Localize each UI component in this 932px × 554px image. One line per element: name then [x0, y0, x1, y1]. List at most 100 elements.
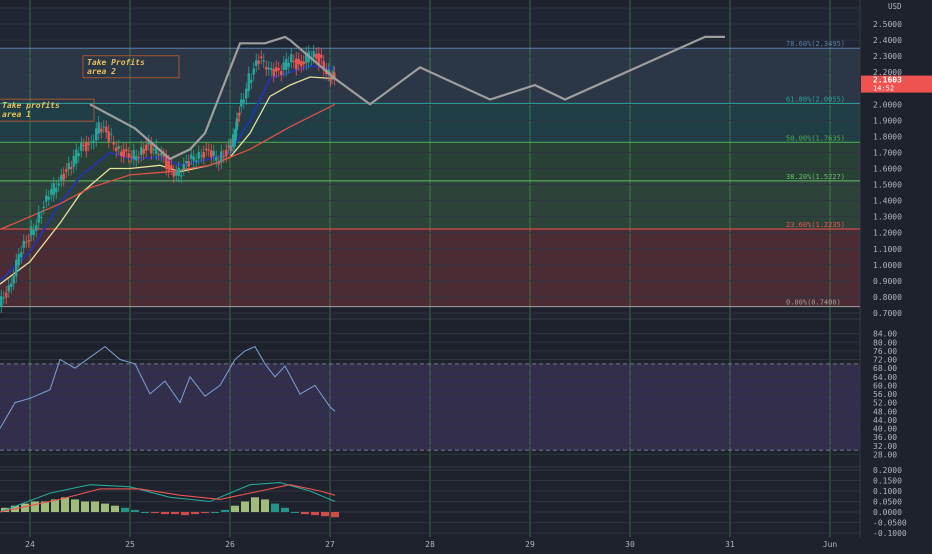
- hist-line-signal: [0, 484, 336, 513]
- candle-body: [240, 99, 243, 107]
- candle-body: [72, 156, 75, 167]
- candle-body: [42, 206, 45, 208]
- candle-body: [317, 53, 320, 65]
- osc-tick-label: 84.00: [873, 330, 897, 339]
- candle-body: [145, 144, 148, 151]
- price-tick-label: 0.9000: [873, 277, 902, 286]
- candle-body: [75, 149, 78, 164]
- candle-body: [127, 153, 130, 158]
- candle-body: [312, 51, 315, 58]
- candle-body: [10, 283, 13, 288]
- series-ema-fast: [0, 64, 336, 282]
- price-tick-label: 2.2000: [873, 68, 902, 77]
- osc-tick-label: 52.00: [873, 399, 897, 408]
- candle-body: [227, 145, 230, 148]
- last-price-tag: [861, 75, 932, 93]
- time-tick-label: 24: [25, 540, 35, 549]
- candle-body: [132, 150, 135, 160]
- last-price-label: 2.1603: [873, 76, 902, 85]
- histogram-bar: [241, 501, 249, 512]
- candle-body: [187, 161, 190, 167]
- candle-body: [105, 126, 108, 133]
- candle-body: [0, 296, 3, 307]
- histogram-bar: [281, 507, 289, 512]
- candle-body: [137, 157, 140, 159]
- candle-body: [170, 165, 173, 169]
- candle-body: [238, 112, 241, 116]
- candle-body: [270, 68, 273, 71]
- candle-body: [277, 68, 280, 71]
- candle-body: [57, 183, 60, 186]
- histogram-bar: [191, 512, 199, 515]
- candle-body: [77, 153, 80, 157]
- candle-body: [102, 126, 105, 128]
- candle-body: [30, 226, 33, 236]
- price-tick-label: 1.0000: [873, 261, 902, 270]
- candle-body: [333, 72, 336, 79]
- candle-body: [7, 285, 10, 292]
- candle-body: [87, 143, 90, 145]
- histogram-bar: [81, 501, 89, 512]
- candle-body: [65, 169, 68, 172]
- candle-body: [225, 149, 228, 157]
- histogram-bar: [111, 505, 119, 512]
- candle-body: [331, 71, 335, 74]
- time-tick-label: 25: [125, 540, 135, 549]
- candle-body: [95, 128, 98, 141]
- histogram-bar: [211, 512, 219, 513]
- candle-body: [172, 171, 175, 177]
- osc-tick-label: 48.00: [873, 407, 897, 416]
- candle-body: [285, 59, 288, 71]
- oscillator-line: [0, 345, 336, 429]
- price-tick-label: 1.4000: [873, 197, 902, 206]
- candle-body: [175, 171, 178, 176]
- candle-body: [35, 225, 38, 231]
- histogram-bar: [331, 512, 339, 518]
- histogram-bar: [71, 499, 79, 512]
- candle-body: [32, 230, 35, 235]
- histogram-bar: [291, 512, 299, 513]
- price-tick-label: 1.6000: [873, 165, 902, 174]
- time-tick-label: 29: [525, 540, 535, 549]
- candle-body: [115, 147, 118, 152]
- fib-level-label: 50.00%(1.7635): [786, 134, 845, 142]
- candle-body: [92, 140, 95, 143]
- osc-tick-label: 80.00: [873, 338, 897, 347]
- osc-tick-label: 68.00: [873, 364, 897, 373]
- series-ema-slow: [0, 103, 336, 231]
- price-tick-label: 1.3000: [873, 213, 902, 222]
- histogram-bar: [61, 497, 69, 512]
- candle-body: [236, 119, 240, 121]
- candle-body: [207, 149, 210, 151]
- candle-body: [287, 62, 290, 67]
- candle-body: [245, 88, 248, 99]
- candle-body: [190, 154, 193, 159]
- candle-body: [142, 148, 145, 154]
- hist-tick-label: 0.0000: [873, 508, 902, 517]
- candle-body: [275, 67, 278, 72]
- histogram-bar: [301, 512, 309, 515]
- candle-body: [200, 155, 203, 157]
- candle-body: [62, 173, 65, 180]
- currency-label: USD: [888, 2, 902, 11]
- candle-body: [40, 216, 43, 218]
- histogram-bar: [231, 505, 239, 512]
- candle-body: [192, 156, 195, 161]
- candle-body: [235, 118, 239, 130]
- histogram-bar: [271, 503, 279, 512]
- candle-body: [130, 156, 133, 158]
- candle-body: [167, 161, 170, 172]
- histogram-bar: [91, 501, 99, 512]
- histogram-bar: [141, 512, 149, 513]
- price-tick-label: 1.7000: [873, 148, 902, 157]
- histogram-bar: [181, 512, 189, 516]
- osc-tick-label: 76.00: [873, 347, 897, 356]
- osc-tick-label: 56.00: [873, 390, 897, 399]
- candle-body: [295, 58, 298, 70]
- osc-tick-label: 36.00: [873, 433, 897, 442]
- candle-body: [185, 161, 188, 164]
- candle-body: [45, 195, 48, 202]
- candle-body: [125, 149, 128, 152]
